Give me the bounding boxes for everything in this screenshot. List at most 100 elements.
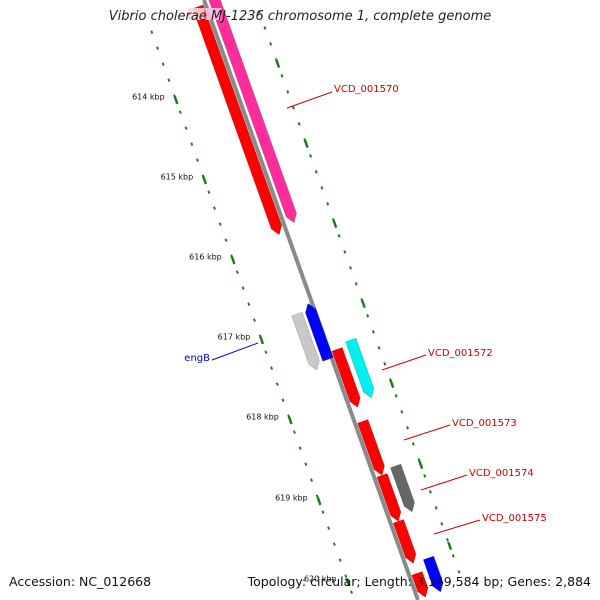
chromosome-backbone: [202, 0, 420, 600]
ruler-label: 618 kbp: [246, 412, 279, 421]
ruler-minor-tick: [253, 318, 256, 322]
ruler-minor-tick: [326, 202, 330, 206]
ruler-minor-tick: [281, 398, 285, 402]
gene-feature[interactable]: [331, 347, 361, 408]
ruler-minor-tick: [344, 574, 348, 578]
ruler-major-tick: [230, 255, 236, 265]
ruler-minor-tick: [315, 494, 319, 498]
ruler-minor-tick: [354, 282, 358, 286]
ruler-minor-tick: [247, 302, 251, 306]
gene-label[interactable]: VCD_001574: [469, 468, 534, 479]
gene-label-leader: [420, 474, 468, 491]
ruler-major-tick: [418, 460, 424, 470]
ruler-label: 615 kbp: [161, 172, 194, 181]
gene-feature[interactable]: [357, 419, 385, 476]
ruler-minor-tick: [349, 266, 352, 270]
ruler-minor-tick: [338, 558, 342, 562]
ruler-major-tick: [259, 335, 265, 345]
ruler-minor-tick: [291, 106, 295, 110]
ruler-major-tick: [287, 415, 293, 425]
ruler-minor-tick: [150, 30, 154, 34]
ruler-minor-tick: [320, 186, 324, 190]
ruler-minor-tick: [156, 46, 159, 50]
gene-label-leader: [433, 519, 481, 535]
gene-feature[interactable]: [192, 4, 283, 236]
genome-summary-text: Topology: circular; Length: 3,149,584 bp…: [247, 574, 591, 589]
ruler-minor-tick: [350, 590, 353, 594]
ruler-label: 620 kbp: [304, 574, 337, 583]
ruler-major-tick: [360, 299, 366, 309]
ruler-minor-tick: [343, 250, 347, 254]
ruler-major-tick: [447, 541, 453, 551]
ruler-major-tick: [316, 496, 322, 506]
ruler-minor-tick: [394, 394, 398, 398]
ruler-label: 619 kbp: [275, 493, 308, 502]
ruler-minor-tick: [218, 222, 222, 226]
ruler-minor-tick: [297, 122, 301, 126]
ruler-major-tick: [202, 175, 208, 185]
ruler-minor-tick: [377, 346, 381, 350]
ruler-minor-tick: [213, 206, 216, 210]
ruler-minor-tick: [264, 350, 268, 354]
gene-label[interactable]: engB: [184, 353, 210, 364]
ruler-minor-tick: [298, 446, 302, 450]
ruler-major-tick: [173, 95, 179, 105]
ruler-minor-tick: [411, 442, 415, 446]
ruler-minor-tick: [327, 526, 331, 530]
accession-text: Accession: NC_012668: [9, 574, 152, 589]
ruler-minor-tick: [314, 170, 318, 174]
ruler-minor-tick: [428, 490, 432, 494]
gene-feature[interactable]: [208, 0, 297, 224]
ruler-minor-tick: [286, 90, 290, 94]
ruler-minor-tick: [366, 314, 370, 318]
ruler-minor-tick: [309, 154, 313, 158]
ruler-label: 616 kbp: [189, 252, 222, 261]
ruler-minor-tick: [440, 522, 444, 526]
gene-feature[interactable]: [345, 337, 375, 399]
ruler-major-tick: [345, 577, 351, 587]
gene-feature-cap: [188, 8, 205, 20]
ruler-minor-tick: [321, 510, 325, 514]
ruler-minor-tick: [332, 542, 336, 546]
ruler-minor-tick: [304, 462, 308, 466]
gene-feature[interactable]: [390, 463, 415, 513]
ruler-minor-tick: [417, 458, 421, 462]
gene-feature[interactable]: [305, 302, 334, 362]
ruler-minor-tick: [280, 74, 284, 78]
ruler-minor-tick: [400, 410, 404, 414]
ruler-major-tick: [389, 379, 395, 389]
gene-feature[interactable]: [392, 519, 417, 564]
gene-label[interactable]: VCD_001573: [452, 418, 517, 429]
ruler-major-tick: [303, 139, 309, 149]
ruler-minor-tick: [406, 426, 410, 430]
gene-label[interactable]: VCD_001572: [428, 348, 493, 359]
ruler-minor-tick: [310, 478, 313, 482]
ruler-minor-tick: [263, 26, 267, 30]
gene-label[interactable]: VCD_001575: [482, 513, 547, 524]
ruler-minor-tick: [451, 554, 455, 558]
ruler-minor-tick: [423, 474, 427, 478]
gene-label-leader: [403, 424, 451, 441]
gene-label-leader: [211, 342, 259, 361]
gene-feature[interactable]: [376, 473, 402, 522]
gene-feature[interactable]: [291, 311, 320, 371]
ruler-minor-tick: [371, 330, 375, 334]
gene-label[interactable]: VCD_001570: [334, 84, 399, 95]
ruler-minor-tick: [167, 78, 171, 82]
ruler-minor-tick: [457, 570, 461, 574]
gene-feature[interactable]: [422, 555, 444, 593]
ruler-minor-tick: [190, 142, 194, 146]
gene-feature[interactable]: [411, 571, 429, 598]
ruler-minor-tick: [434, 506, 438, 510]
ruler-minor-tick: [337, 234, 341, 238]
ruler-minor-tick: [241, 286, 245, 290]
ruler-minor-tick: [275, 382, 279, 386]
ruler-minor-tick: [178, 110, 182, 114]
gene-feature-cap: [205, 8, 222, 20]
ruler-minor-tick: [446, 538, 449, 542]
ruler-minor-tick: [224, 238, 228, 242]
ruler-major-tick: [332, 219, 338, 229]
ruler-minor-tick: [235, 270, 239, 274]
